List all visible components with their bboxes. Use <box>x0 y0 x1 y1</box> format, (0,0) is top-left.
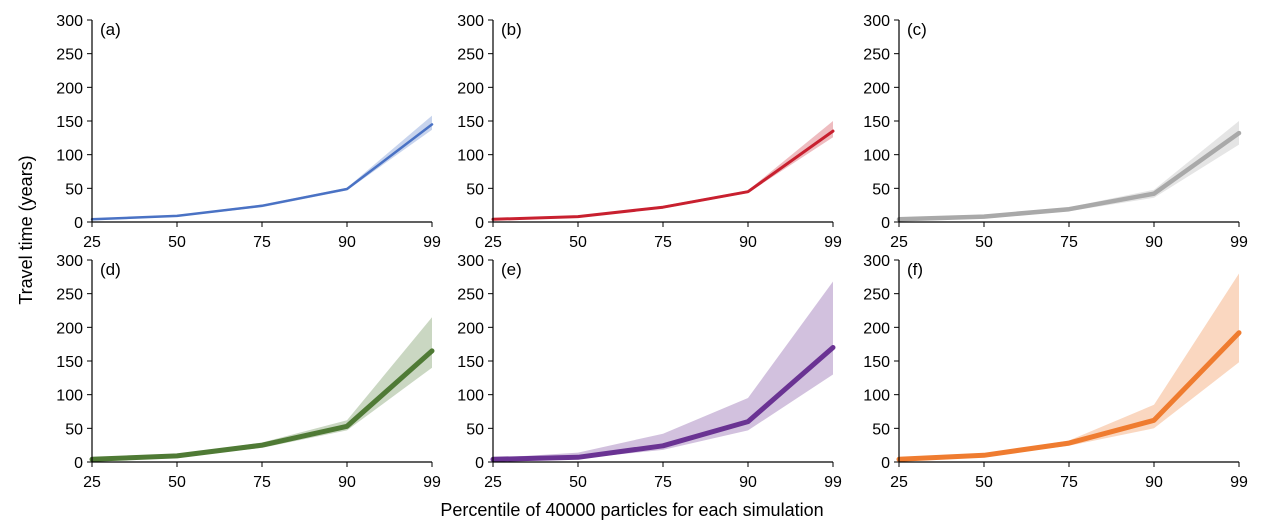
y-tick-label: 150 <box>457 114 484 131</box>
series-line <box>896 130 1242 222</box>
panel-label: (d) <box>100 260 121 279</box>
x-tick-label: 90 <box>1145 474 1163 491</box>
x-tick-label: 90 <box>1145 234 1163 251</box>
series-line <box>491 129 835 221</box>
x-tick-label: 50 <box>975 474 993 491</box>
y-tick-label: 150 <box>56 114 83 131</box>
panel-1: 0 50 100 150 200 250 300 25 50 75 90 99 (b) <box>457 13 842 251</box>
y-tick-label: 0 <box>475 455 484 472</box>
x-tick-label: 75 <box>253 474 271 491</box>
x-tick-label: 75 <box>1060 234 1078 251</box>
x-tick-label: 50 <box>975 234 993 251</box>
x-tick-label: 99 <box>423 474 441 491</box>
y-tick-label: 100 <box>863 388 890 405</box>
y-tick-label: 100 <box>457 148 484 165</box>
uncertainty-band <box>493 281 833 460</box>
series-line <box>90 123 434 221</box>
panel-label: (c) <box>907 20 927 39</box>
x-tick-label: 75 <box>654 234 672 251</box>
x-tick-label: 25 <box>890 234 908 251</box>
y-tick-label: 300 <box>863 13 890 30</box>
x-tick-label: 50 <box>569 474 587 491</box>
uncertainty-band <box>493 121 833 220</box>
y-tick-label: 0 <box>881 455 890 472</box>
x-tick-label: 90 <box>338 474 356 491</box>
uncertainty-band <box>899 273 1239 460</box>
y-tick-label: 250 <box>863 47 890 64</box>
x-tick-label: 99 <box>824 474 842 491</box>
x-tick-label: 99 <box>824 234 842 251</box>
y-tick-label: 250 <box>56 47 83 64</box>
y-tick-label: 250 <box>457 47 484 64</box>
y-tick-label: 100 <box>863 148 890 165</box>
y-tick-label: 300 <box>863 253 890 270</box>
x-tick-label: 25 <box>484 234 502 251</box>
x-tick-label: 90 <box>739 474 757 491</box>
x-tick-label: 75 <box>1060 474 1078 491</box>
series-line <box>490 345 836 462</box>
y-tick-label: 0 <box>475 215 484 232</box>
panel-label: (a) <box>100 20 121 39</box>
y-tick-label: 0 <box>74 455 83 472</box>
panel-label: (e) <box>501 260 522 279</box>
x-tick-label: 50 <box>569 234 587 251</box>
y-tick-label: 0 <box>881 215 890 232</box>
x-tick-label: 90 <box>739 234 757 251</box>
y-tick-label: 100 <box>56 388 83 405</box>
panel-0: 0 50 100 150 200 250 300 25 50 75 90 99 (a) <box>56 13 441 251</box>
y-tick-label: 50 <box>65 181 83 198</box>
y-tick-label: 250 <box>457 287 484 304</box>
x-tick-label: 99 <box>423 234 441 251</box>
y-tick-label: 100 <box>457 388 484 405</box>
y-tick-label: 50 <box>872 421 890 438</box>
y-tick-label: 300 <box>56 253 83 270</box>
x-tick-label: 50 <box>168 234 186 251</box>
panel-3: 0 50 100 150 200 250 300 25 50 75 90 99 (d) <box>56 253 441 491</box>
x-tick-label: 25 <box>83 474 101 491</box>
y-tick-label: 50 <box>872 181 890 198</box>
y-tick-label: 300 <box>457 13 484 30</box>
panel-label: (f) <box>907 260 923 279</box>
x-tick-label: 25 <box>484 474 502 491</box>
y-tick-label: 250 <box>863 287 890 304</box>
y-tick-label: 200 <box>56 320 83 337</box>
x-tick-label: 75 <box>253 234 271 251</box>
y-tick-label: 200 <box>863 80 890 97</box>
y-tick-label: 50 <box>65 421 83 438</box>
y-tick-label: 50 <box>466 421 484 438</box>
y-tick-label: 200 <box>457 320 484 337</box>
panel-5: 0 50 100 150 200 250 300 25 50 75 90 99 (f) <box>863 253 1248 491</box>
y-tick-label: 100 <box>56 148 83 165</box>
y-tick-label: 0 <box>74 215 83 232</box>
x-tick-label: 50 <box>168 474 186 491</box>
series-line <box>896 330 1242 462</box>
x-tick-label: 99 <box>1230 474 1248 491</box>
y-tick-label: 150 <box>457 354 484 371</box>
series-line <box>89 348 435 462</box>
y-tick-label: 200 <box>863 320 890 337</box>
x-tick-label: 99 <box>1230 234 1248 251</box>
uncertainty-band <box>92 317 432 460</box>
x-tick-label: 75 <box>654 474 672 491</box>
panel-2: 0 50 100 150 200 250 300 25 50 75 90 99 (c) <box>863 13 1248 251</box>
uncertainty-band <box>92 115 432 220</box>
x-tick-label: 25 <box>83 234 101 251</box>
y-axis-title: Travel time (years) <box>16 155 36 304</box>
x-axis-title: Percentile of 40000 particles for each s… <box>440 500 823 520</box>
y-tick-label: 150 <box>863 114 890 131</box>
x-tick-label: 25 <box>890 474 908 491</box>
y-tick-label: 200 <box>457 80 484 97</box>
panel-4: 0 50 100 150 200 250 300 25 50 75 90 99 (e) <box>457 253 842 491</box>
y-tick-label: 150 <box>863 354 890 371</box>
x-tick-label: 90 <box>338 234 356 251</box>
y-tick-label: 250 <box>56 287 83 304</box>
y-tick-label: 50 <box>466 181 484 198</box>
y-tick-label: 200 <box>56 80 83 97</box>
y-tick-label: 300 <box>56 13 83 30</box>
y-tick-label: 300 <box>457 253 484 270</box>
panel-label: (b) <box>501 20 522 39</box>
y-tick-label: 150 <box>56 354 83 371</box>
